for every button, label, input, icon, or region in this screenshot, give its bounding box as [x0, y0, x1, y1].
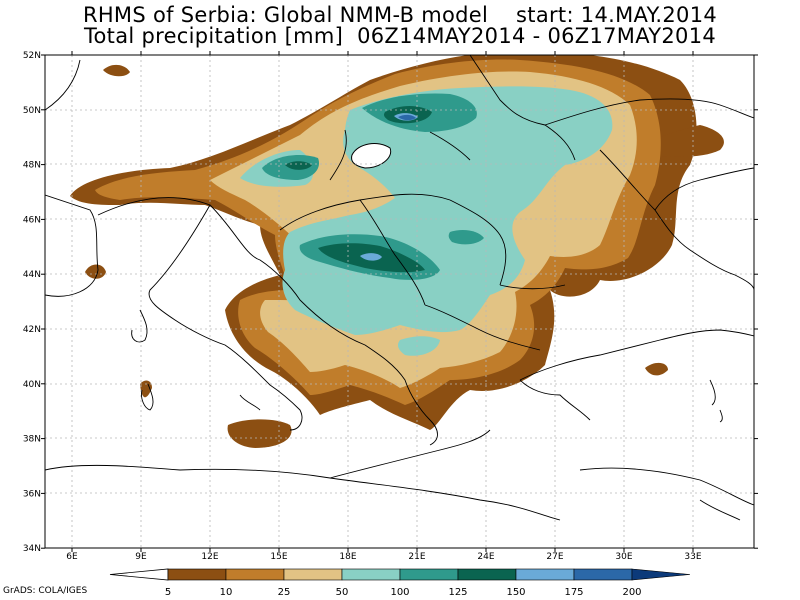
- longitude-label: 33E: [684, 552, 701, 562]
- map-title-line-2: Total precipitation [mm] 06Z14MAY2014 - …: [83, 24, 717, 48]
- latitude-label: 44N: [23, 270, 41, 280]
- colorbar: 5 10 25 50 100 125 150 175 200: [109, 568, 691, 598]
- graticule: [45, 55, 754, 548]
- longitude-labels: 6E 9E 12E 15E 18E 21E 24E 27E 30E 33E: [66, 552, 702, 562]
- precip-band-175-200: [398, 114, 416, 121]
- coastlines-and-borders: [45, 55, 754, 521]
- colorbar-level-label: 150: [506, 587, 525, 598]
- latitude-label: 50N: [23, 106, 41, 116]
- axis-ticks: [41, 51, 758, 552]
- colorbar-segment: [573, 568, 633, 581]
- colorbar-segment: [225, 568, 285, 581]
- colorbar-level-label: 5: [165, 587, 171, 598]
- longitude-label: 30E: [615, 552, 632, 562]
- colorbar-segment: [167, 568, 227, 581]
- colorbar-segment: [399, 568, 459, 581]
- latitude-label: 36N: [23, 489, 41, 499]
- longitude-label: 21E: [408, 552, 425, 562]
- latitude-label: 48N: [23, 161, 41, 171]
- colorbar-above-triangle: [631, 568, 691, 581]
- map-plot-area: [45, 55, 754, 548]
- colorbar-level-label: 50: [336, 587, 349, 598]
- colorbar-level-label: 10: [220, 587, 233, 598]
- colorbar-segment: [515, 568, 575, 581]
- longitude-label: 27E: [546, 552, 563, 562]
- colorbar-segment: [341, 568, 401, 581]
- latitude-label: 38N: [23, 435, 41, 445]
- longitude-label: 18E: [339, 552, 356, 562]
- colorbar-level-label: 125: [448, 587, 467, 598]
- colorbar-level-label: 100: [390, 587, 409, 598]
- latitude-label: 46N: [23, 215, 41, 225]
- latitude-label: 52N: [23, 51, 41, 61]
- longitude-label: 15E: [270, 552, 287, 562]
- map-frame: [44, 54, 755, 549]
- map-title-line-1: RHMS of Serbia: Global NMM-B model start…: [82, 3, 718, 27]
- latitude-label: 34N: [23, 544, 41, 554]
- colorbar-segment: [283, 568, 343, 581]
- latitude-labels: 52N 50N 48N 46N 44N 42N 40N 38N 36N 34N: [23, 51, 41, 554]
- latitude-label: 42N: [23, 325, 41, 335]
- latitude-label: 40N: [23, 380, 41, 390]
- colorbar-segment: [457, 568, 517, 581]
- colorbar-level-label: 200: [622, 587, 641, 598]
- grads-credit: GrADS: COLA/IGES: [3, 586, 88, 596]
- colorbar-level-label: 25: [278, 587, 291, 598]
- dry-patch: [351, 143, 392, 169]
- longitude-label: 12E: [201, 552, 218, 562]
- longitude-label: 9E: [135, 552, 147, 562]
- longitude-label: 6E: [66, 552, 78, 562]
- colorbar-level-label: 175: [564, 587, 583, 598]
- longitude-label: 24E: [477, 552, 494, 562]
- colorbar-below-triangle: [109, 568, 169, 581]
